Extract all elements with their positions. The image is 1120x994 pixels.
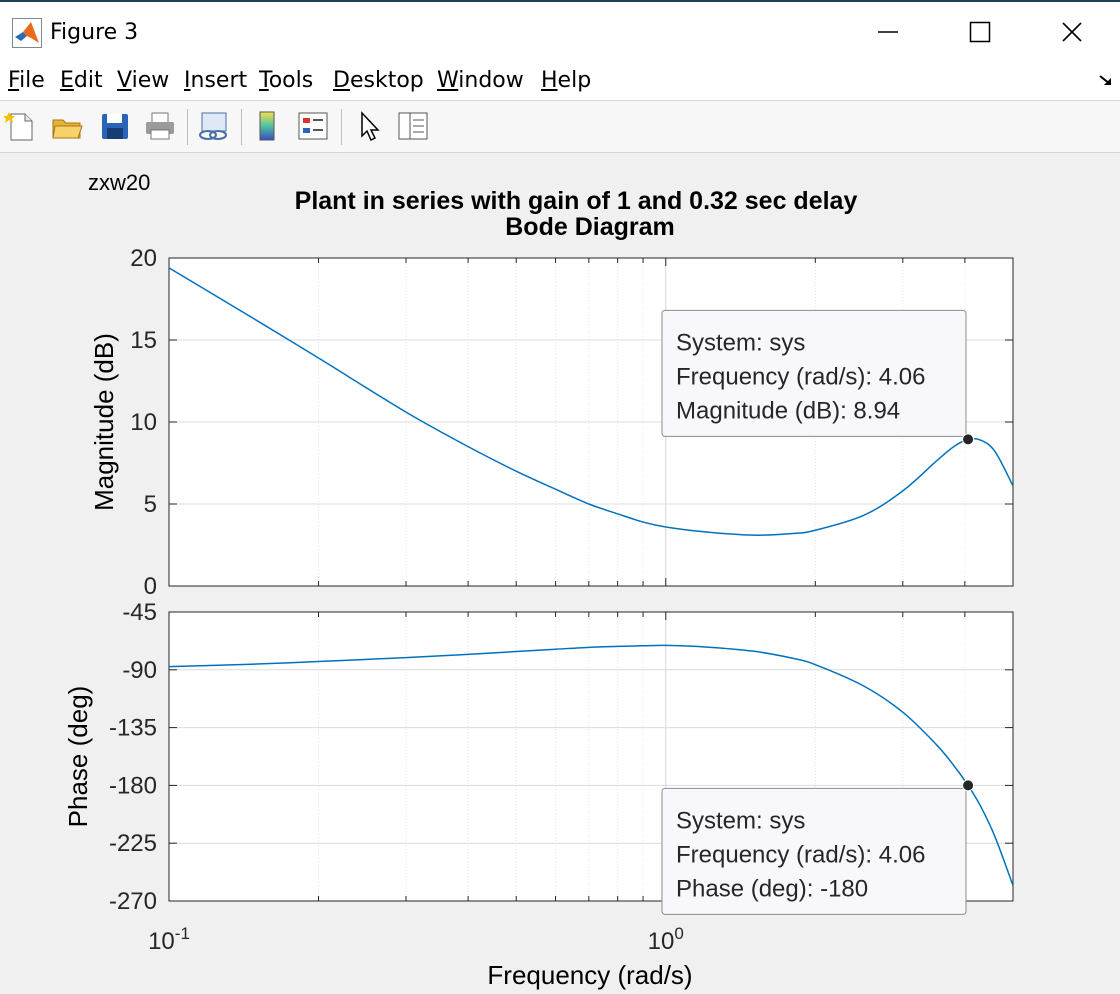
magnitude-ylabel: Magnitude (dB) [89, 333, 119, 511]
phase-axes-box [168, 611, 1014, 902]
phase-ytick-label: -90 [122, 657, 157, 684]
phase-ytick-label: -225 [109, 830, 157, 857]
phase-ylabel: Phase (deg) [63, 686, 93, 828]
maximize-button[interactable] [950, 10, 1010, 54]
window-title: Figure 3 [50, 20, 139, 45]
toolbar-separator [241, 109, 242, 145]
magnitude-datatip-marker[interactable] [962, 433, 975, 446]
link-plot-icon[interactable] [196, 109, 230, 143]
menu-insert[interactable]: Insert [184, 68, 248, 93]
menu-tools[interactable]: Tools [259, 68, 314, 93]
magnitude-datatip-line: Magnitude (dB): 8.94 [676, 397, 900, 424]
toolbar-separator [187, 109, 188, 145]
print-icon[interactable] [143, 109, 177, 143]
property-inspector-icon[interactable] [396, 109, 430, 143]
phase-datatip-line: Phase (deg): -180 [676, 875, 868, 902]
phase-datatip-marker[interactable] [962, 779, 975, 792]
pointer-icon[interactable] [352, 109, 386, 143]
x-axis-label: Frequency (rad/s) [487, 960, 692, 990]
menu-file-rest: ile [19, 68, 45, 93]
magnitude-ytick-label: 10 [130, 409, 157, 436]
legend-icon[interactable] [296, 109, 330, 143]
phase-ytick-label: -135 [109, 715, 157, 742]
magnitude-datatip-line: System: sys [676, 329, 805, 356]
window-top-border [0, 0, 1120, 2]
magnitude-ytick-label: 20 [130, 245, 157, 272]
chart-title: Plant in series with gain of 1 and 0.32 … [295, 187, 858, 215]
minimize-icon [878, 31, 898, 33]
magnitude-datatip-box[interactable] [661, 309, 967, 437]
phase-datatip-line: System: sys [676, 807, 805, 834]
menu-file[interactable]: File [8, 68, 45, 93]
open-file-icon[interactable] [50, 109, 84, 143]
phase-datatip-box[interactable] [661, 787, 967, 915]
matlab-logo-icon [12, 18, 42, 48]
menu-view[interactable]: View [117, 68, 170, 93]
menu-edit[interactable]: Edit [60, 68, 103, 93]
phase-ytick-label: -45 [122, 599, 157, 626]
phase-datatip-line: Frequency (rad/s): 4.06 [676, 841, 925, 868]
save-icon[interactable] [98, 109, 132, 143]
phase-ytick-label: -270 [109, 888, 157, 915]
close-button[interactable] [1042, 10, 1102, 54]
magnitude-datatip-line: Frequency (rad/s): 4.06 [676, 363, 925, 390]
phase-ytick-label: -180 [109, 772, 157, 799]
phase-series-line [169, 644, 1013, 886]
toolbar [0, 101, 1120, 153]
xtick-label: 10-1 [148, 924, 190, 955]
magnitude-ytick-label: 15 [130, 327, 157, 354]
figure-canvas[interactable]: zxw20 Plant in series with gain of 1 and … [0, 153, 1120, 994]
magnitude-ytick-label: 5 [144, 491, 157, 518]
magnitude-axes-box [168, 257, 1014, 587]
menu-help[interactable]: Help [541, 68, 592, 93]
minimize-button[interactable] [858, 10, 918, 54]
magnitude-series-line [169, 267, 1013, 536]
new-figure-icon[interactable] [4, 109, 38, 143]
xtick-label: 100 [648, 924, 684, 955]
chart-subtitle: Bode Diagram [505, 213, 674, 241]
colorbar-icon[interactable] [250, 109, 284, 143]
magnitude-ytick-label: 0 [144, 573, 157, 600]
menu-window[interactable]: Window [437, 68, 524, 93]
maximize-icon [969, 21, 991, 43]
toolbar-separator [341, 109, 342, 145]
bode-plot[interactable]: zxw20 Plant in series with gain of 1 and … [0, 153, 1120, 994]
close-icon [1062, 22, 1082, 42]
title-bar[interactable]: Figure 3 [0, 2, 1120, 60]
dock-arrow-icon[interactable] [1098, 72, 1114, 88]
figure-label: zxw20 [88, 170, 150, 195]
menu-bar: File Edit View Insert Tools Desktop Wind… [0, 60, 1120, 101]
menu-desktop[interactable]: Desktop [333, 68, 424, 93]
